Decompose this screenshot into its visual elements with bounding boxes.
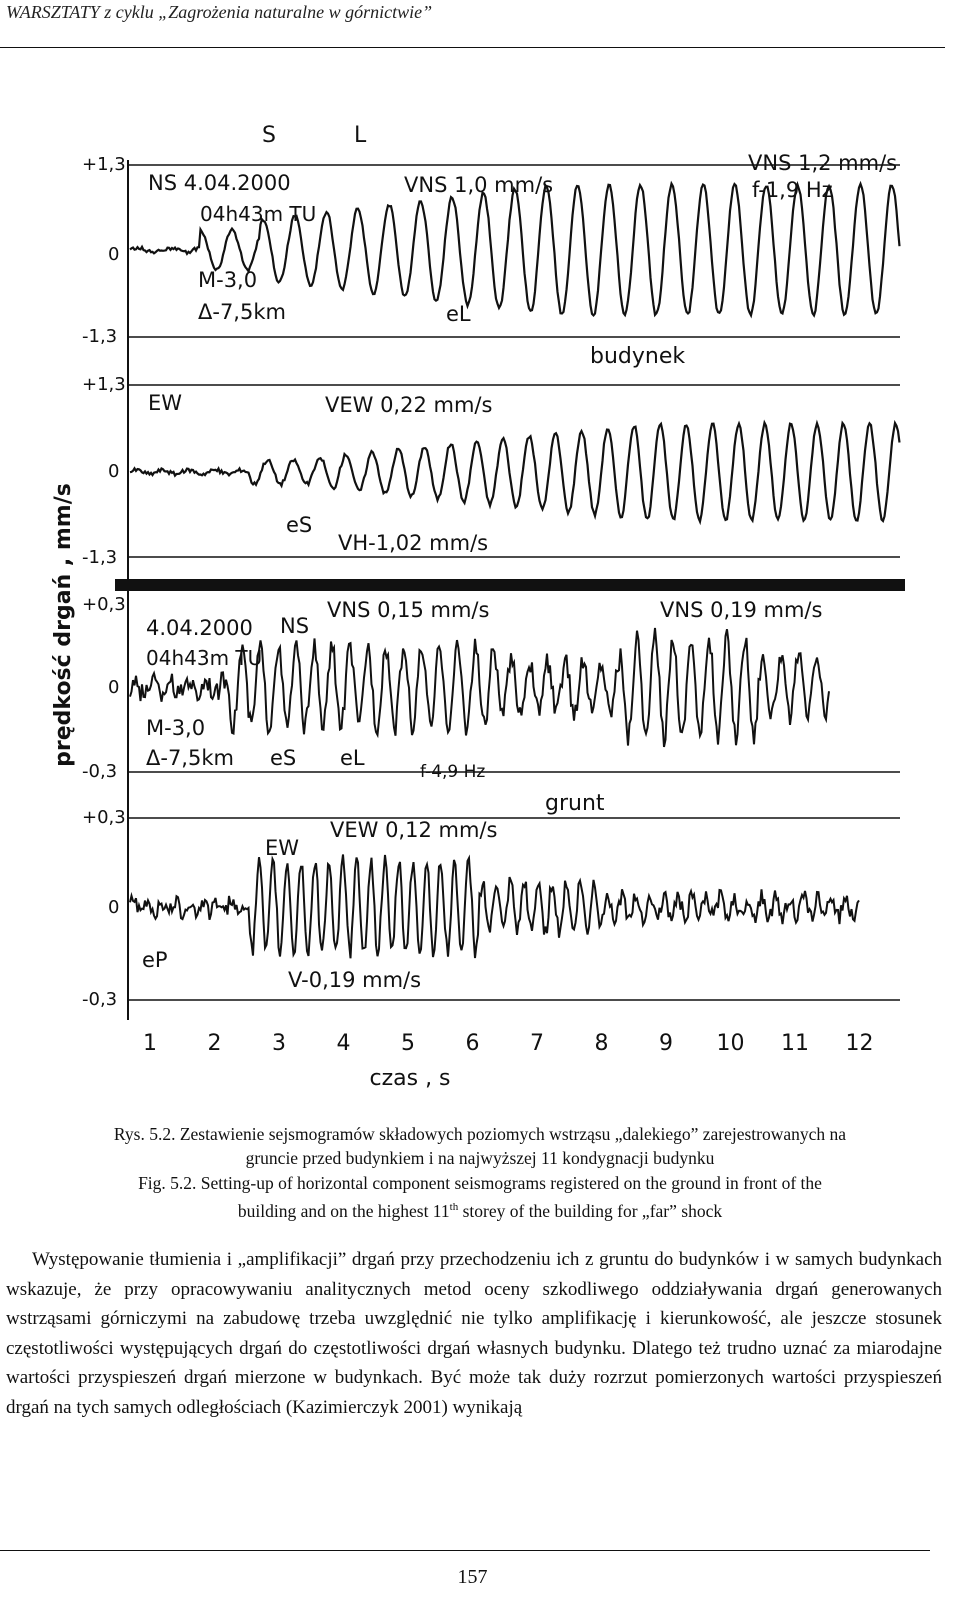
caption-en-line2-post: storey of the building for „far” shock bbox=[458, 1200, 723, 1221]
x-tick-label: 6 bbox=[466, 1031, 480, 1056]
caption-en-line2-pre: building and on the highest 11 bbox=[237, 1200, 450, 1221]
panel1-label-vns-max: VNS 1,2 mm/s bbox=[748, 151, 897, 175]
panel3-zero-tick: 0 bbox=[108, 677, 119, 698]
panel2-label-vew: VEW 0,22 mm/s bbox=[325, 393, 492, 417]
panel2-zero-tick: 0 bbox=[108, 461, 119, 482]
panel3-label-vns: VNS 0,15 mm/s bbox=[327, 598, 489, 622]
caption-pl-line2: gruncie przed budynkiem i na najwyższej … bbox=[245, 1148, 715, 1168]
panel3-label-distance: Δ-7,5km bbox=[146, 746, 234, 770]
panel4-top-tick: +0,3 bbox=[82, 807, 126, 828]
x-tick-label: 5 bbox=[401, 1031, 415, 1056]
panel1-label-magnitude: M-3,0 bbox=[198, 268, 257, 292]
x-tick-label: 3 bbox=[272, 1031, 286, 1056]
seismogram-svg: prędkość drgań , mm/s S L +1,3 0 -1,3 +1… bbox=[51, 123, 905, 1091]
page-number: 157 bbox=[457, 1566, 488, 1588]
x-tick-label: 9 bbox=[659, 1031, 673, 1056]
x-axis-label: czas , s bbox=[369, 1066, 450, 1091]
x-tick-label: 2 bbox=[208, 1031, 222, 1056]
panel1-label-vns: VNS 1,0 mm/s bbox=[404, 173, 553, 197]
caption-pl-line1: Rys. 5.2. Zestawienie sejsmogramów skład… bbox=[113, 1124, 847, 1144]
x-tick-label: 11 bbox=[781, 1031, 809, 1056]
x-tick-label: 10 bbox=[717, 1031, 745, 1056]
body-paragraph: Występowanie tłumienia i „amplifikacji” … bbox=[6, 1249, 942, 1418]
x-tick-label: 8 bbox=[595, 1031, 609, 1056]
panel1-top-tick: +1,3 bbox=[82, 154, 126, 175]
header-rule bbox=[0, 47, 945, 48]
trace-building-ew bbox=[129, 419, 901, 526]
ground-label: grunt bbox=[545, 791, 605, 816]
panel4-label-ew: EW bbox=[265, 836, 299, 860]
trace-building-ns bbox=[129, 180, 901, 319]
x-tick-label: 1 bbox=[143, 1031, 157, 1056]
panel1-zero-tick: 0 bbox=[108, 244, 119, 265]
panel1-label-el: eL bbox=[446, 302, 471, 326]
panel3-label-magnitude: M-3,0 bbox=[146, 716, 205, 740]
phase-mark-l: L bbox=[354, 123, 367, 148]
panel1-label-date: NS 4.04.2000 bbox=[148, 171, 291, 195]
panel2-label-vh: VH-1,02 mm/s bbox=[338, 531, 488, 555]
panel4-label-ep: eP bbox=[142, 948, 168, 972]
panel1-label-freq: f-1,9 Hz bbox=[752, 178, 833, 202]
panel2-label-ew: EW bbox=[148, 391, 182, 415]
panel1-bottom-tick: -1,3 bbox=[82, 326, 117, 347]
panel3-label-es: eS bbox=[270, 746, 296, 770]
x-tick-label: 7 bbox=[530, 1031, 544, 1056]
building-label: budynek bbox=[590, 344, 685, 369]
x-tick-label: 4 bbox=[337, 1031, 351, 1056]
panel1-label-distance: Δ-7,5km bbox=[198, 300, 286, 324]
panel3-label-freq: f-4,9 Hz bbox=[420, 762, 485, 782]
caption-polish: Rys. 5.2. Zestawienie sejsmogramów skład… bbox=[12, 1122, 948, 1170]
panel3-top-tick: +0,3 bbox=[82, 594, 126, 615]
panel4-label-v: V-0,19 mm/s bbox=[288, 968, 421, 992]
trace-ground-ew bbox=[129, 854, 860, 959]
footer-rule bbox=[0, 1550, 930, 1551]
panel4-bottom-tick: -0,3 bbox=[82, 989, 117, 1010]
x-tick-label: 12 bbox=[846, 1031, 874, 1056]
body-text: Występowanie tłumienia i „amplifikacji” … bbox=[6, 1245, 942, 1422]
panel3-label-date: 4.04.2000 bbox=[146, 616, 253, 640]
y-axis-label: prędkość drgań , mm/s bbox=[51, 483, 76, 767]
panel2-bottom-tick: -1,3 bbox=[82, 547, 117, 568]
x-axis-ticks: 1 2 3 4 5 6 7 8 9 10 11 12 bbox=[143, 1031, 874, 1056]
caption-en-superscript: th bbox=[449, 1201, 459, 1213]
panel3-bottom-tick: -0,3 bbox=[82, 761, 117, 782]
panel3-label-vns-max: VNS 0,19 mm/s bbox=[660, 598, 822, 622]
trace-ground-ns bbox=[129, 627, 830, 748]
panel3-label-time: 04h43m TU bbox=[146, 646, 262, 670]
phase-mark-s: S bbox=[262, 123, 276, 148]
caption-en-line2: building and on the highest 11th storey … bbox=[12, 1195, 948, 1223]
panel3-label-el: eL bbox=[340, 746, 365, 770]
panel1-label-time: 04h43m TU bbox=[200, 202, 316, 226]
running-header: WARSZTATY z cyklu „Zagrożenia naturalne … bbox=[6, 2, 433, 22]
panel2-label-es: eS bbox=[286, 513, 312, 537]
panel4-label-vew: VEW 0,12 mm/s bbox=[330, 818, 497, 842]
caption-english: Fig. 5.2. Setting-up of horizontal compo… bbox=[12, 1171, 948, 1223]
panel4-zero-tick: 0 bbox=[108, 897, 119, 918]
caption-en-line1: Fig. 5.2. Setting-up of horizontal compo… bbox=[138, 1173, 822, 1193]
separator-bar bbox=[115, 579, 905, 591]
seismogram-figure: prędkość drgań , mm/s S L +1,3 0 -1,3 +1… bbox=[0, 95, 960, 1105]
panel2-top-tick: +1,3 bbox=[82, 374, 126, 395]
panel3-label-ns: NS bbox=[280, 614, 309, 638]
